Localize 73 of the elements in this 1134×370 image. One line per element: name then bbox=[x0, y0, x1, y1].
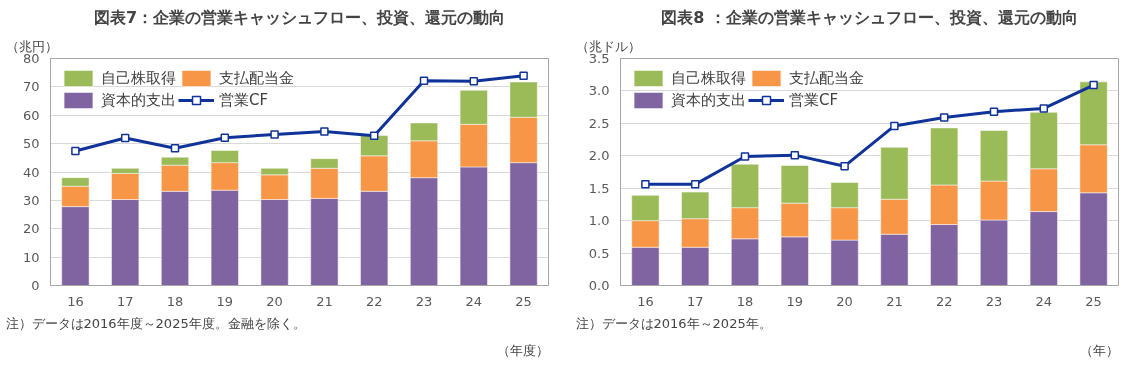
point bbox=[270, 130, 279, 139]
y-tick-label: 30 bbox=[22, 192, 40, 208]
x-tick-label: 19 bbox=[216, 293, 234, 309]
x-tick-label: 24 bbox=[1035, 293, 1053, 309]
x-tick-label: 25 bbox=[515, 293, 532, 309]
point bbox=[690, 180, 700, 189]
x-tick-label: 23 bbox=[985, 293, 1003, 309]
legend-label: 営業CF bbox=[219, 90, 269, 110]
point bbox=[369, 131, 379, 140]
point bbox=[890, 121, 899, 131]
y-tick-label: 10 bbox=[22, 249, 40, 265]
y-tick-label: 40 bbox=[22, 164, 40, 180]
x-tick-label: 22 bbox=[935, 293, 953, 309]
point bbox=[989, 107, 999, 116]
y-tick-label: 60 bbox=[22, 107, 40, 123]
y-tick-label: 3.5 bbox=[588, 51, 610, 66]
x-tick-label: 22 bbox=[365, 293, 383, 309]
y-tick-label: 0.0 bbox=[588, 278, 610, 293]
point bbox=[170, 143, 180, 153]
x-tick-label: 17 bbox=[686, 293, 704, 309]
x-axis-title: （年） bbox=[1079, 342, 1119, 358]
y-tick-label: 2.5 bbox=[588, 115, 610, 131]
point bbox=[120, 133, 130, 143]
y-axis-title: （兆円） bbox=[5, 38, 58, 54]
x-tick-label: 18 bbox=[736, 293, 754, 309]
point bbox=[519, 71, 528, 81]
point bbox=[1039, 104, 1049, 113]
point bbox=[220, 133, 230, 142]
point bbox=[320, 127, 329, 136]
y-tick-label: 80 bbox=[22, 51, 40, 66]
x-tick-label: 23 bbox=[415, 293, 433, 309]
text: 注）データは2016年度～2025年度。金融を除く。 bbox=[5, 315, 306, 331]
legend-label: 自己株取得 bbox=[101, 68, 176, 88]
y-tick-label: 0 bbox=[31, 278, 40, 293]
y-tick-label: 0.5 bbox=[588, 245, 610, 261]
x-tick-label: 25 bbox=[1085, 293, 1102, 309]
y-axis-title: （兆ドル） bbox=[575, 38, 641, 54]
point bbox=[790, 150, 800, 160]
point bbox=[641, 180, 650, 189]
point bbox=[419, 76, 429, 85]
chart-title: 図表8 ：企業の営業キャッシュフロー、投資、還元の動向 bbox=[661, 7, 1078, 27]
legend-label: 自己株取得 bbox=[671, 68, 746, 88]
legend-label: 営業CF bbox=[789, 90, 839, 110]
x-tick-label: 17 bbox=[116, 293, 134, 309]
x-tick-label: 18 bbox=[166, 293, 184, 309]
x-tick-label: 16 bbox=[637, 293, 654, 309]
x-tick-label: 20 bbox=[266, 293, 283, 309]
x-tick-label: 21 bbox=[316, 293, 333, 309]
point bbox=[1089, 80, 1098, 90]
y-tick-label: 70 bbox=[22, 79, 40, 95]
point bbox=[939, 113, 949, 122]
y-tick-label: 3.0 bbox=[588, 83, 610, 99]
legend-label: 資本的支出 bbox=[671, 90, 746, 110]
y-tick-label: 50 bbox=[22, 136, 40, 152]
x-tick-label: 24 bbox=[465, 293, 483, 309]
point bbox=[840, 161, 849, 171]
point bbox=[71, 146, 80, 156]
y-tick-label: 2.0 bbox=[588, 148, 610, 164]
y-tick-label: 20 bbox=[22, 221, 40, 237]
y-tick-label: 1.5 bbox=[588, 180, 610, 196]
legend-label: 支払配当金 bbox=[789, 68, 864, 88]
y-tick-label: 1.0 bbox=[588, 213, 610, 229]
x-tick-label: 19 bbox=[786, 293, 804, 309]
point bbox=[740, 152, 750, 161]
x-axis-title: （年度） bbox=[496, 342, 549, 358]
legend-label: 支払配当金 bbox=[219, 68, 294, 88]
x-tick-label: 21 bbox=[886, 293, 903, 309]
chart-title: 図表7：企業の営業キャッシュフロー、投資、還元の動向 bbox=[93, 7, 506, 27]
legend-label: 資本的支出 bbox=[101, 90, 176, 110]
text: 注）データは2016年～2025年。 bbox=[575, 315, 772, 331]
x-tick-label: 16 bbox=[67, 293, 84, 309]
point bbox=[469, 76, 479, 86]
x-tick-label: 20 bbox=[836, 293, 853, 309]
